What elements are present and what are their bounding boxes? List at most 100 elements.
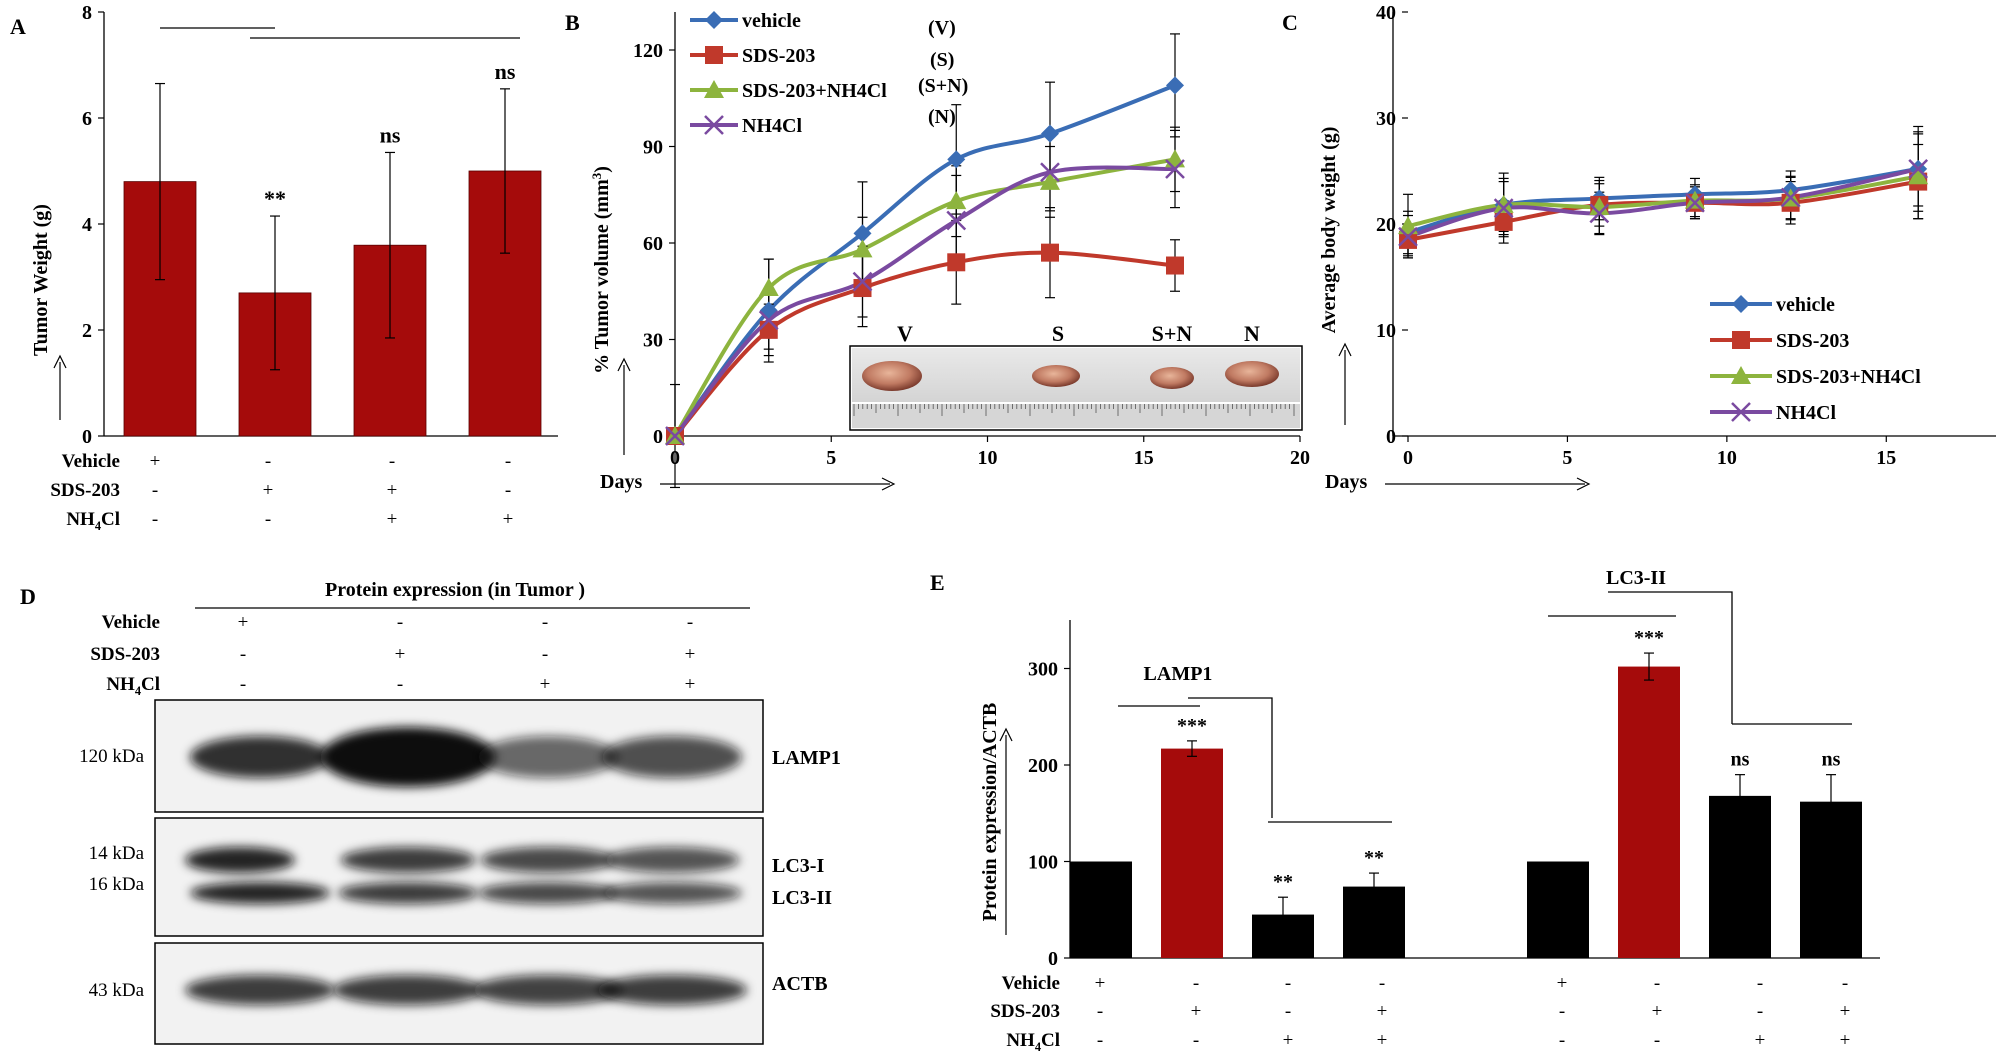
condition-label: SDS-203	[90, 644, 160, 665]
condition-mark: +	[238, 612, 249, 633]
panel-c-point	[1494, 212, 1513, 231]
condition-mark: +	[1377, 1030, 1388, 1051]
panel-c-legend-marker	[1731, 366, 1751, 384]
condition-mark: -	[265, 451, 271, 472]
panel-c-xtick-label: 15	[1876, 447, 1896, 469]
panel-c-x-arrowhead	[1576, 477, 1591, 491]
lc3-ii-band	[190, 882, 330, 904]
condition-mark: -	[1193, 973, 1199, 994]
panel-c-point	[1398, 216, 1418, 235]
condition-label-tail: Cl	[1041, 1030, 1060, 1051]
lamp1-band	[602, 736, 742, 778]
condition-label-text: NH	[66, 509, 95, 530]
condition-mark: +	[1557, 973, 1568, 994]
tumor-photo-inset: V S S+N N	[849, 321, 1303, 431]
condition-mark: -	[505, 480, 511, 501]
condition-label-tail: Cl	[101, 509, 120, 530]
panel-a-y-arrowhead	[53, 354, 67, 369]
actb-band	[333, 975, 483, 1005]
panel-b-point	[1040, 171, 1060, 190]
panel-c-ylabel: Average body weight (g)	[1318, 127, 1340, 334]
panel-c-xtick-label: 0	[1403, 447, 1413, 469]
panel-b-legend-label: NH4Cl	[742, 115, 802, 137]
condition-mark: -	[1193, 1030, 1199, 1051]
panel-b-xtick-label: 15	[1134, 447, 1154, 469]
condition-mark: -	[1654, 1030, 1660, 1051]
panel-c-xtick-label: 10	[1717, 447, 1737, 469]
condition-mark: -	[542, 644, 548, 665]
panel-e-bar	[1070, 861, 1132, 958]
condition-mark: +	[540, 674, 551, 695]
panel-c-point	[1780, 187, 1801, 208]
panel-c-legend-label: vehicle	[1776, 294, 1835, 316]
legend-tag-n: (N)	[928, 106, 956, 128]
panel-b-point	[946, 191, 967, 210]
panel-e-y-arrowhead	[999, 727, 1013, 742]
panel-c-xtick-label: 5	[1562, 447, 1572, 469]
condition-label-text: SDS-203	[90, 644, 160, 665]
inset-label-s: S	[1052, 321, 1064, 346]
condition-label-text: Vehicle	[1002, 973, 1060, 994]
legend-tag-sn: (S+N)	[918, 75, 968, 97]
condition-mark: -	[152, 509, 158, 530]
condition-mark: -	[1757, 1001, 1763, 1022]
inset-ruler	[852, 404, 1300, 428]
panel-c-series-line	[1407, 166, 1919, 235]
condition-mark: -	[397, 674, 403, 695]
panel-letter-a: A	[10, 14, 26, 39]
panel-e-bar	[1618, 666, 1680, 958]
panel-c-point	[1398, 226, 1418, 247]
panel-b-point	[758, 278, 779, 297]
panel-b-point	[852, 271, 873, 292]
condition-mark: -	[1097, 1001, 1103, 1022]
condition-label: NH4Cl	[66, 509, 120, 533]
condition-mark: -	[240, 644, 246, 665]
condition-mark: -	[240, 674, 246, 695]
panel-a-ytick-label: 0	[82, 426, 92, 448]
condition-mark: +	[387, 509, 398, 530]
panel-b-point	[1166, 256, 1184, 275]
panel-c-legend-marker	[1731, 402, 1751, 422]
panel-b-ytick-label: 0	[653, 426, 663, 448]
panel-c-point	[1589, 203, 1610, 224]
panel-e-significance: ***	[1177, 715, 1207, 737]
condition-mark: +	[1191, 1001, 1202, 1022]
panel-b-point	[665, 426, 685, 446]
panel-c-ytick-label: 20	[1376, 214, 1396, 236]
panel-e-significance: ns	[1822, 749, 1841, 771]
panel-b-ytick-label: 90	[643, 137, 663, 159]
panel-a-ytick-label: 8	[82, 2, 92, 24]
panel-b-legend-marker	[704, 115, 724, 135]
condition-mark: +	[1755, 1030, 1766, 1051]
panel-b-ylabel: % Tumor volume (mm3)	[589, 166, 614, 374]
panel-b-point	[1041, 243, 1059, 262]
condition-mark: +	[395, 644, 406, 665]
panel-b-legend-label: SDS-203	[742, 45, 815, 67]
panel-b-point	[1040, 162, 1060, 183]
condition-mark: -	[505, 451, 511, 472]
condition-label-text: NH	[106, 674, 135, 695]
condition-label-tail: Cl	[141, 674, 160, 695]
panel-b-ytick-label: 30	[643, 330, 663, 352]
condition-label-sub: 4	[135, 684, 141, 698]
condition-label: NH4Cl	[106, 674, 160, 698]
panel-letter-e: E	[930, 570, 945, 595]
condition-mark: -	[1097, 1030, 1103, 1051]
panel-c-ytick-label: 0	[1386, 426, 1396, 448]
condition-label: NH4Cl	[1006, 1030, 1060, 1054]
panel-b-series-line	[673, 165, 1176, 438]
panel-b-ytick-label: 120	[633, 40, 663, 62]
lc3-i-band	[604, 847, 740, 873]
actb-band	[597, 975, 747, 1005]
panel-e-bar	[1527, 861, 1589, 958]
blot-label-lamp1: LAMP1	[772, 747, 841, 769]
panel-c-point	[1589, 197, 1610, 216]
lc3-i-band	[185, 847, 295, 873]
condition-label: Vehicle	[62, 451, 120, 472]
panel-c-legend-marker	[1732, 295, 1750, 313]
condition-mark: +	[685, 674, 696, 695]
panel-letter-c: C	[1282, 10, 1298, 35]
tumor-s	[1032, 365, 1080, 387]
